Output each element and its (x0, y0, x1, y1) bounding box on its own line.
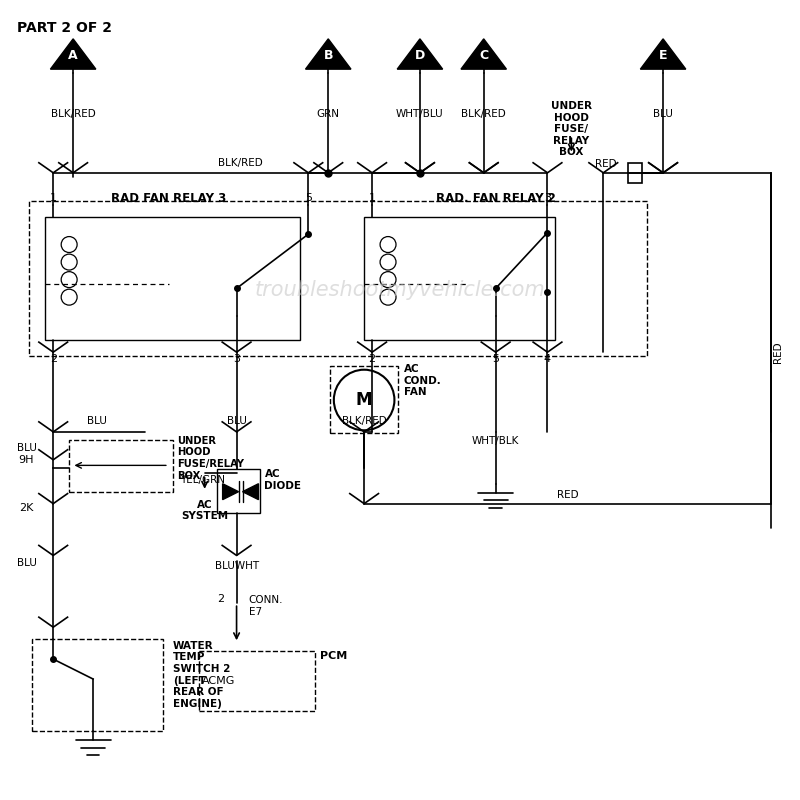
Text: RAD FAN RELAY 3: RAD FAN RELAY 3 (111, 192, 226, 205)
Text: RAD. FAN RELAY 2: RAD. FAN RELAY 2 (436, 192, 556, 205)
Bar (46, 217, 300, 340)
Text: 5: 5 (305, 193, 312, 203)
Text: RED: RED (773, 342, 783, 363)
Text: troubleshootmyvehicle.com: troubleshootmyvehicle.com (254, 280, 546, 300)
Text: ACMG: ACMG (202, 676, 235, 686)
Text: BLU: BLU (18, 558, 38, 569)
Text: BLK/RED: BLK/RED (462, 109, 506, 119)
Text: 5: 5 (492, 354, 499, 364)
Text: BLUWHT: BLUWHT (214, 561, 258, 571)
Text: BLK/RED: BLK/RED (342, 416, 386, 426)
Bar (199, 651, 314, 711)
Bar (217, 470, 261, 514)
Polygon shape (50, 39, 96, 69)
Text: YEL/GRN: YEL/GRN (180, 474, 225, 485)
Text: BLU: BLU (226, 416, 246, 426)
Text: D: D (415, 49, 425, 62)
Text: PART 2 OF 2: PART 2 OF 2 (18, 22, 112, 35)
Text: 1: 1 (50, 193, 57, 203)
Text: BLK/RED: BLK/RED (218, 158, 263, 168)
Text: GRN: GRN (317, 109, 340, 119)
Text: 1: 1 (369, 193, 375, 203)
Bar (32, 639, 163, 731)
Text: AC
COND.
FAN: AC COND. FAN (404, 364, 442, 398)
Bar (364, 217, 555, 340)
Bar (30, 201, 647, 356)
Text: AC
SYSTEM: AC SYSTEM (181, 500, 228, 522)
Text: 2: 2 (369, 354, 376, 364)
Text: BLK/RED: BLK/RED (50, 109, 95, 119)
Text: C: C (479, 49, 488, 62)
Text: WHT/BLU: WHT/BLU (396, 109, 444, 119)
Polygon shape (222, 484, 238, 500)
Text: M: M (356, 391, 372, 409)
Text: B: B (323, 49, 333, 62)
Text: 3: 3 (544, 193, 551, 203)
Text: AC
DIODE: AC DIODE (265, 470, 302, 491)
Text: BLU: BLU (653, 109, 673, 119)
Text: 9H: 9H (18, 454, 34, 465)
Text: E: E (659, 49, 667, 62)
Text: CONN.
E7: CONN. E7 (249, 595, 283, 617)
Polygon shape (640, 39, 686, 69)
Bar (628, 163, 642, 182)
Text: 2K: 2K (19, 502, 34, 513)
Text: 3: 3 (233, 354, 240, 364)
Bar (69, 440, 173, 492)
Text: RED: RED (557, 490, 578, 500)
Polygon shape (242, 484, 258, 500)
Text: UNDER
HOOD
FUSE/
RELAY
BOX: UNDER HOOD FUSE/ RELAY BOX (551, 101, 592, 158)
Text: RED: RED (595, 159, 617, 169)
Text: 2: 2 (218, 594, 225, 604)
Text: A: A (68, 49, 78, 62)
Text: UNDER
HOOD
FUSE/RELAY
BOX: UNDER HOOD FUSE/RELAY BOX (177, 436, 244, 481)
Polygon shape (461, 39, 506, 69)
Text: WHT/BLK: WHT/BLK (472, 436, 519, 446)
Text: BLU: BLU (87, 416, 107, 426)
Polygon shape (398, 39, 442, 69)
Polygon shape (306, 39, 351, 69)
Text: 2: 2 (50, 354, 57, 364)
Text: 4: 4 (544, 354, 551, 364)
Text: BLU: BLU (18, 443, 38, 453)
Bar (330, 366, 398, 434)
Text: WATER
TEMP
SWITCH 2
(LEFT
REAR OF
ENGINE): WATER TEMP SWITCH 2 (LEFT REAR OF ENGINE… (173, 641, 230, 709)
Text: PCM: PCM (320, 651, 347, 661)
